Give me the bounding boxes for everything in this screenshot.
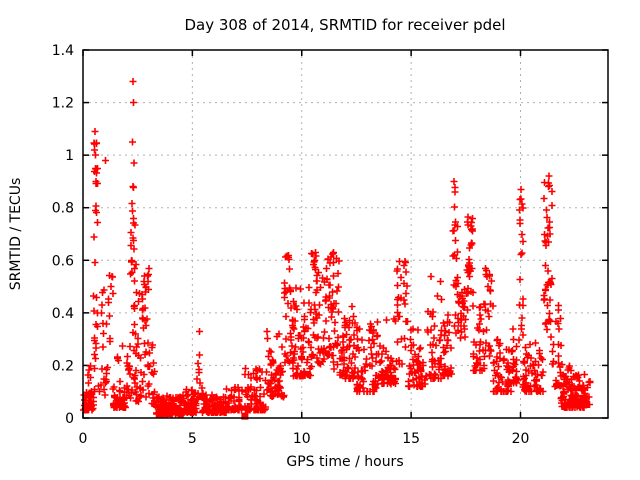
- x-tick-label: 15: [402, 431, 420, 447]
- y-tick-label: 0.8: [52, 201, 74, 217]
- x-tick-label: 0: [79, 431, 88, 447]
- y-tick-label: 1: [65, 148, 74, 164]
- x-tick-label: 20: [512, 431, 530, 447]
- plot-border: [82, 49, 609, 419]
- x-tick-label: 5: [188, 431, 197, 447]
- data-points-srmtid: [80, 78, 594, 418]
- chart-title: Day 308 of 2014, SRMTID for receiver pde…: [184, 16, 505, 34]
- flagged-data-point-marker: [241, 412, 249, 420]
- x-axis-label: GPS time / hours: [286, 454, 403, 470]
- y-axis-label: SRMTID / TECUs: [8, 178, 24, 291]
- y-tick-label: 1.4: [52, 43, 74, 59]
- y-tick-label: 0.6: [52, 253, 74, 269]
- x-tick-label: 10: [293, 431, 311, 447]
- y-tick-label: 0.4: [52, 306, 74, 322]
- axis-ticks: [82, 49, 608, 419]
- grid-lines: [83, 50, 608, 418]
- y-tick-label: 0.2: [52, 358, 74, 374]
- tick-labels: 0 5 10 15 20 0 0.2 0.4 0.6 0.8 1 1.2 1.4: [52, 43, 530, 447]
- y-tick-label: 0: [65, 411, 74, 427]
- y-tick-label: 1.2: [52, 96, 74, 112]
